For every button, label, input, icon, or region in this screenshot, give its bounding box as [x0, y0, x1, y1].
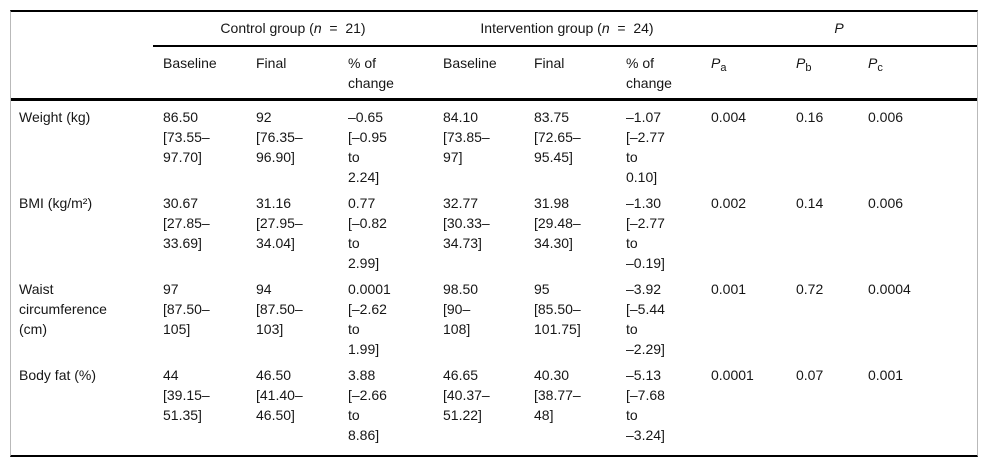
cell-control-final: 94 [87.50– 103] — [256, 281, 303, 337]
row-label: Body fat (%) — [19, 367, 97, 383]
cell-intervention-baseline: 98.50 [90– 108] — [443, 281, 479, 337]
col-header-p-c: Pc — [858, 47, 977, 98]
table-row-body-fat: Body fat (%) 44 [39.15– 51.35] 46.50 [41… — [11, 359, 977, 455]
column-header-row: Baseline Final % of change Baseline Fina… — [11, 47, 977, 101]
intervention-group-label-suffix: = 24) — [609, 20, 654, 36]
cell-p-a: 0.002 — [711, 195, 747, 211]
cell-control-final: 46.50 [41.40– 46.50] — [256, 367, 303, 423]
control-group-label-prefix: Control group ( — [220, 20, 314, 36]
cell-intervention-final: 95 [85.50– 101.75] — [534, 281, 581, 337]
cell-control-pct-change: –0.65 [–0.95 to 2.24] — [348, 109, 387, 185]
table-row-bmi: BMI (kg/m²) 30.67 [27.85– 33.69] 31.16 [… — [11, 187, 977, 273]
cell-intervention-final: 40.30 [38.77– 48] — [534, 367, 581, 423]
col-header-control-baseline: Baseline — [163, 55, 217, 71]
cell-control-baseline: 86.50 [73.55– 97.70] — [163, 109, 210, 165]
p-group-header: P — [701, 12, 977, 47]
col-header-p-b: Pb — [786, 47, 858, 98]
cell-p-b: 0.14 — [796, 195, 824, 211]
col-header-control-final: Final — [256, 55, 287, 71]
control-group-n-symbol: n — [313, 20, 322, 36]
cell-intervention-pct-change: –3.92 [–5.44 to –2.29] — [626, 281, 665, 357]
stub-subheader-cell — [11, 47, 153, 98]
row-label: Weight (kg) — [19, 109, 91, 125]
cell-intervention-pct-change: –1.07 [–2.77 to 0.10] — [626, 109, 665, 185]
group-header-row: Control group (n = 21) Intervention grou… — [11, 12, 977, 47]
cell-control-pct-change: 0.77 [–0.82 to 2.99] — [348, 195, 387, 271]
p-a-subscript: a — [720, 62, 727, 74]
p-c-symbol: P — [868, 55, 878, 71]
cell-p-c: 0.0004 — [868, 281, 911, 297]
col-header-p-a: Pa — [701, 47, 786, 98]
col-header-intervention-pct-change: % of change — [626, 55, 672, 91]
intervention-group-label-prefix: Intervention group ( — [480, 20, 602, 36]
control-group-header: Control group (n = 21) — [153, 12, 433, 47]
cell-p-c: 0.006 — [868, 195, 904, 211]
cell-intervention-baseline: 84.10 [73.85– 97] — [443, 109, 490, 165]
cell-p-a: 0.004 — [711, 109, 747, 125]
row-label: BMI (kg/m²) — [19, 195, 93, 211]
cell-control-final: 92 [76.35– 96.90] — [256, 109, 303, 165]
cell-control-pct-change: 0.0001 [–2.62 to 1.99] — [348, 281, 391, 357]
row-label: Waist circumference (cm) — [19, 281, 107, 337]
p-group-symbol: P — [834, 20, 844, 36]
cell-intervention-baseline: 46.65 [40.37– 51.22] — [443, 367, 490, 423]
cell-intervention-pct-change: –5.13 [–7.68 to –3.24] — [626, 367, 665, 443]
p-b-subscript: b — [805, 62, 812, 74]
col-header-intervention-baseline: Baseline — [443, 55, 497, 71]
cell-control-baseline: 30.67 [27.85– 33.69] — [163, 195, 210, 251]
table-row-waist-circumference: Waist circumference (cm) 97 [87.50– 105]… — [11, 273, 977, 359]
table-row-weight: Weight (kg) 86.50 [73.55– 97.70] 92 [76.… — [11, 101, 977, 187]
p-b-symbol: P — [796, 55, 806, 71]
cell-control-baseline: 97 [87.50– 105] — [163, 281, 210, 337]
cell-control-baseline: 44 [39.15– 51.35] — [163, 367, 210, 423]
cell-control-pct-change: 3.88 [–2.66 to 8.86] — [348, 367, 387, 443]
stub-header-cell — [11, 12, 153, 47]
cell-control-final: 31.16 [27.95– 34.04] — [256, 195, 303, 251]
intervention-group-n-symbol: n — [601, 20, 610, 36]
cell-intervention-pct-change: –1.30 [–2.77 to –0.19] — [626, 195, 665, 271]
cell-intervention-final: 31.98 [29.48– 34.30] — [534, 195, 581, 251]
cell-p-c: 0.006 — [868, 109, 904, 125]
intervention-group-header: Intervention group (n = 24) — [433, 12, 701, 47]
cell-p-c: 0.001 — [868, 367, 904, 383]
cell-p-b: 0.72 — [796, 281, 824, 297]
p-c-subscript: c — [877, 62, 883, 74]
cell-intervention-baseline: 32.77 [30.33– 34.73] — [443, 195, 490, 251]
cell-p-b: 0.07 — [796, 367, 824, 383]
col-header-intervention-final: Final — [534, 55, 565, 71]
cell-intervention-final: 83.75 [72.65– 95.45] — [534, 109, 581, 165]
control-group-label-suffix: = 21) — [321, 20, 366, 36]
p-a-symbol: P — [711, 55, 721, 71]
cell-p-a: 0.0001 — [711, 367, 754, 383]
col-header-control-pct-change: % of change — [348, 55, 394, 91]
cell-p-a: 0.001 — [711, 281, 747, 297]
cell-p-b: 0.16 — [796, 109, 824, 125]
results-table: Control group (n = 21) Intervention grou… — [10, 10, 978, 457]
